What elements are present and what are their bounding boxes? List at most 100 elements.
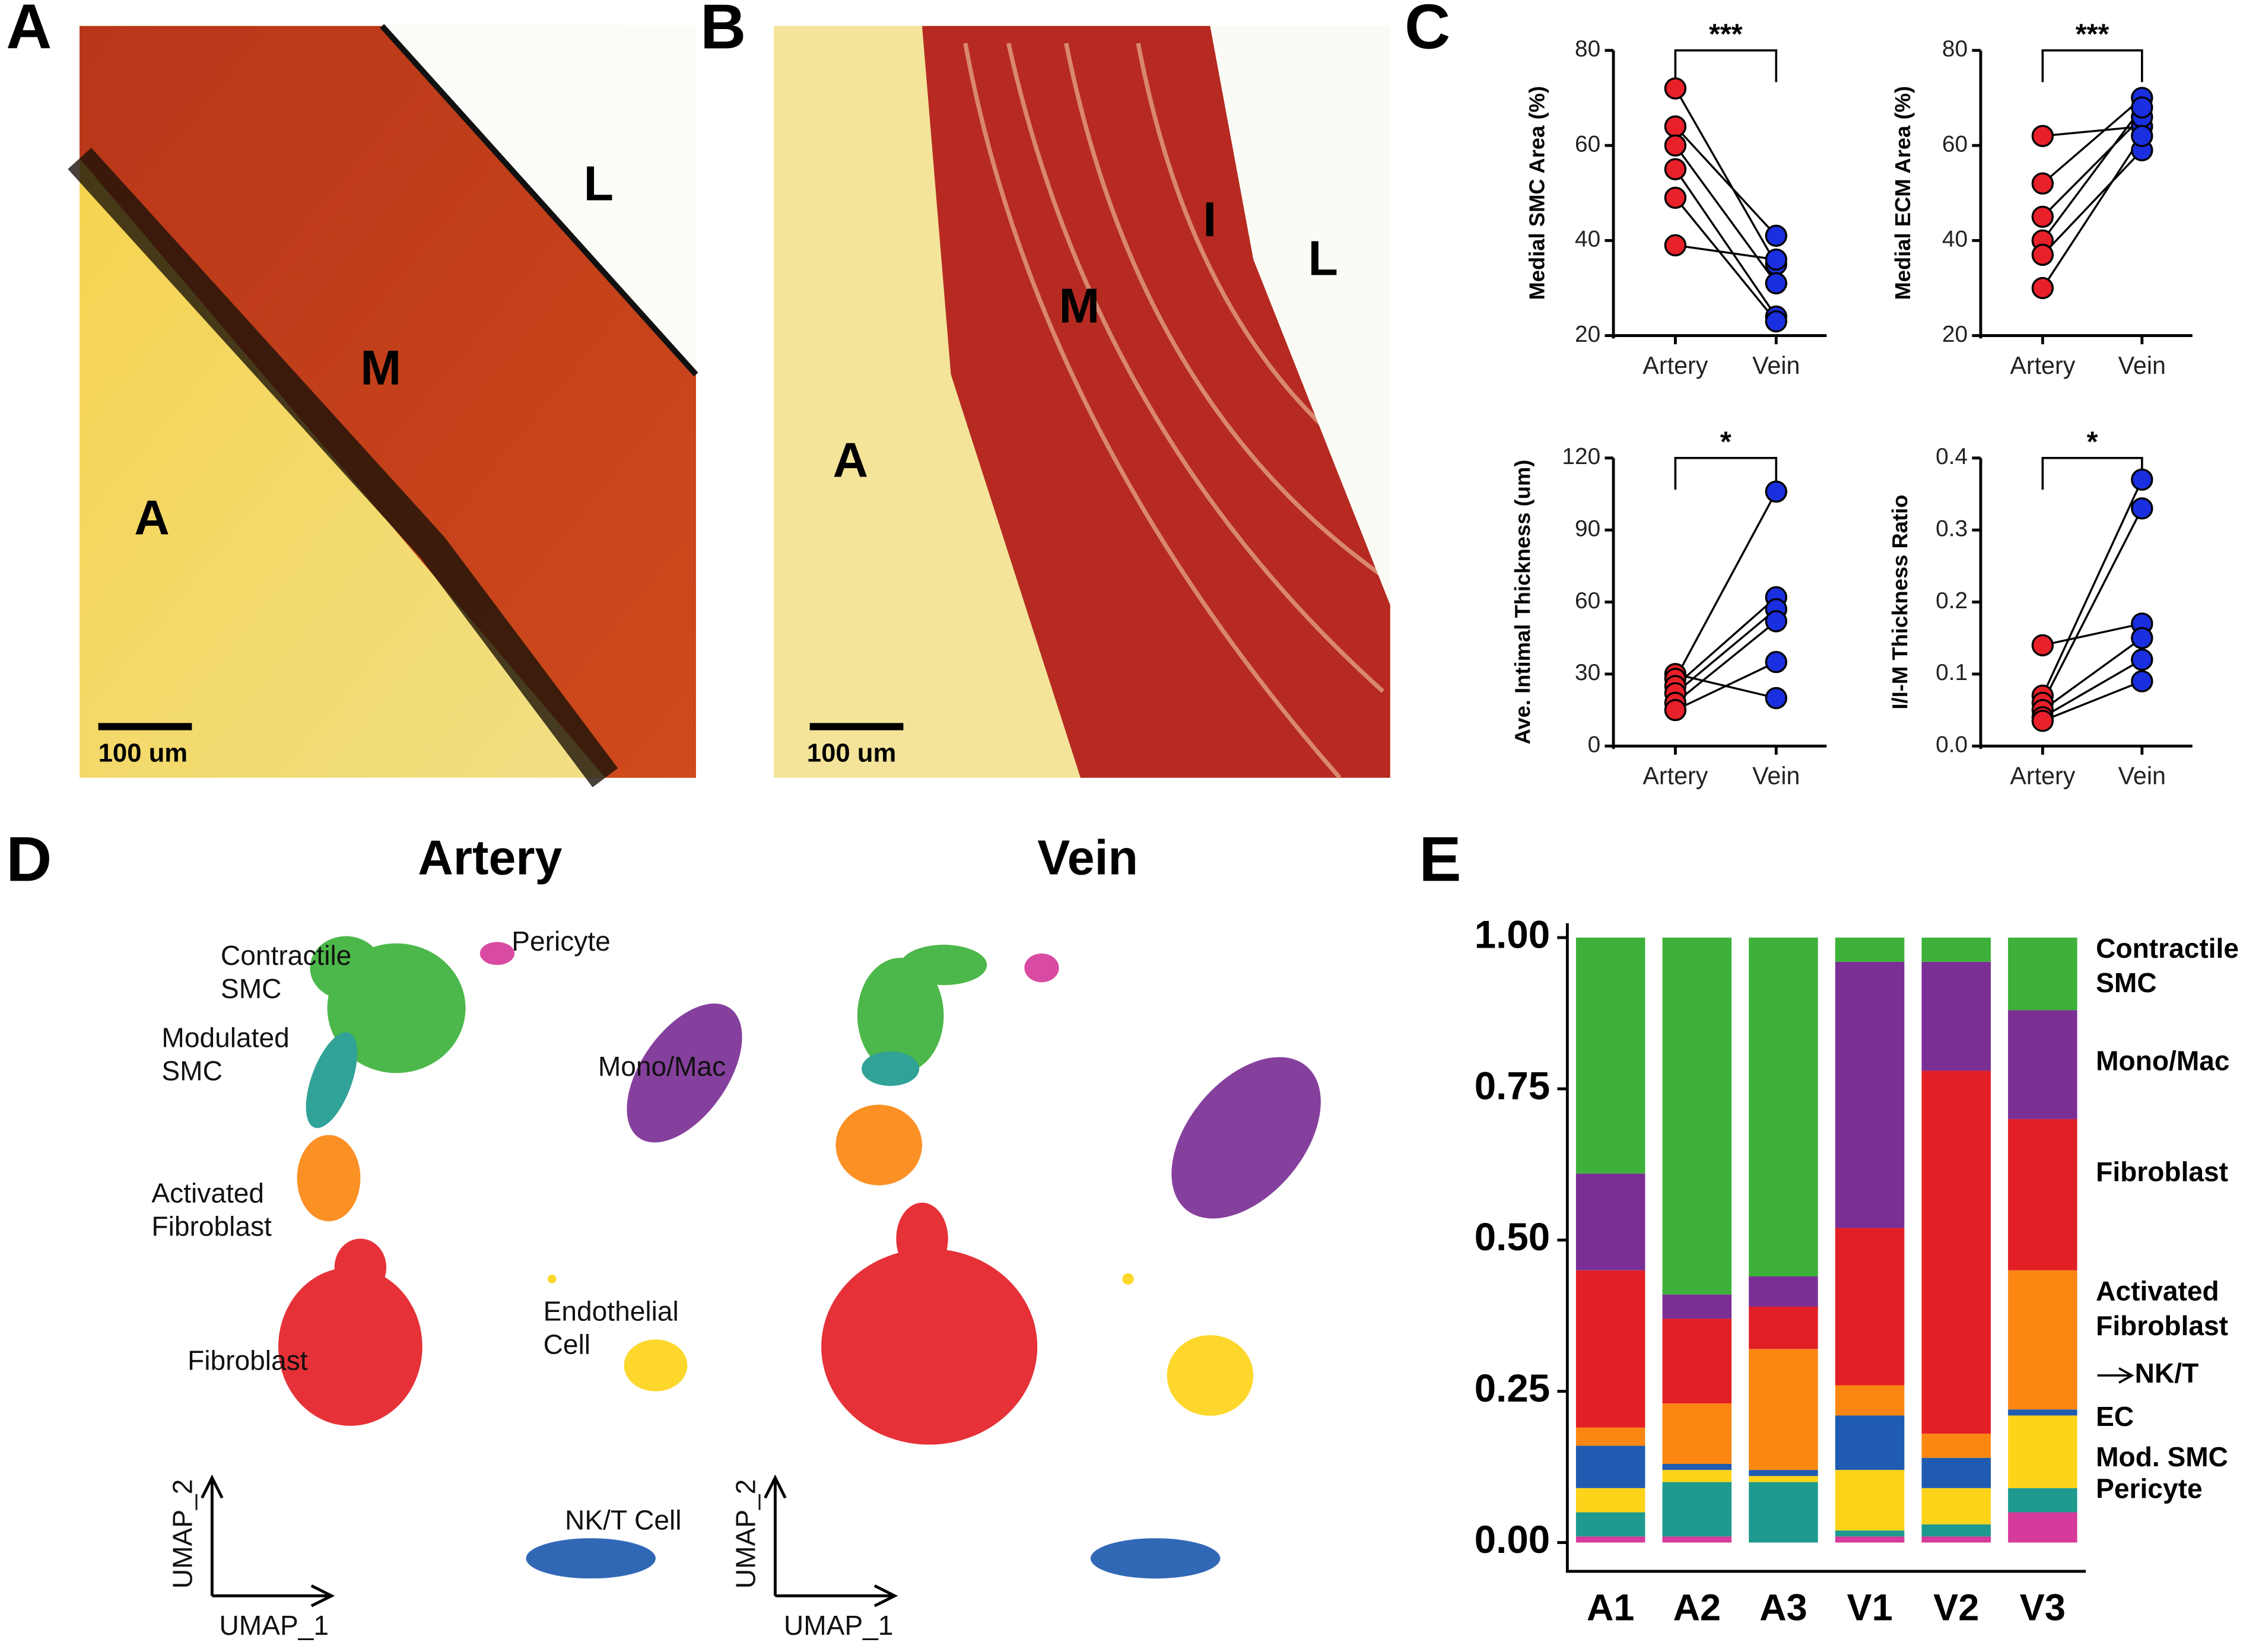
dot	[2031, 243, 2054, 266]
bar-segment	[1575, 1427, 1645, 1446]
y-tick-label: 80	[1575, 36, 1600, 62]
cluster-label: Endothelial Cell	[544, 1296, 687, 1360]
dot	[2131, 627, 2153, 649]
significance-bracket	[1674, 457, 1778, 490]
text-line: Activated	[2096, 1276, 2226, 1307]
umap-axis-label: UMAP_2	[167, 1479, 198, 1589]
legend-label: Fibroblast	[2096, 1156, 2228, 1187]
dot	[2031, 172, 2054, 195]
dot	[2131, 468, 2153, 491]
scale-bar-label: 100 um	[807, 738, 897, 767]
region-label: A	[833, 433, 868, 487]
legend-label: Pericyte	[2096, 1473, 2202, 1504]
y-tick-label: 80	[1942, 36, 1968, 62]
bar-segment	[1662, 1470, 1732, 1482]
bar-segment	[2008, 1488, 2077, 1513]
axis	[1612, 50, 1827, 339]
text-line: Contractile	[221, 940, 359, 971]
y-tick-label: 60	[1575, 131, 1600, 157]
dot	[1664, 115, 1687, 138]
bar-segment	[1662, 1464, 1732, 1470]
bar-segment	[2008, 1512, 2077, 1543]
umap-axis-label: UMAP_1	[219, 1610, 329, 1641]
dot	[2031, 205, 2054, 228]
bar-segment	[2008, 1270, 2077, 1410]
region-label: L	[584, 156, 614, 211]
significance: ***	[2076, 18, 2109, 50]
pair-line	[2042, 622, 2143, 647]
text-line: Activated	[151, 1178, 271, 1209]
x-tick-label: Vein	[1752, 352, 1800, 379]
text-line: SMC	[161, 1055, 222, 1086]
bar-segment	[1835, 961, 1905, 1228]
cluster-label: Fibroblast	[188, 1345, 308, 1375]
bar-segment	[1575, 1446, 1645, 1488]
pair-line	[2042, 659, 2143, 719]
y-tick-label: 0	[1588, 732, 1601, 758]
dot	[2031, 710, 2054, 732]
pair-line	[2042, 637, 2143, 711]
axis	[1979, 50, 2193, 339]
panel-label: B	[700, 0, 746, 62]
y-tick-label: 0.00	[1475, 1518, 1551, 1561]
umap-title: Vein	[1037, 830, 1138, 885]
y-tick-label: 120	[1562, 444, 1600, 469]
y-tick-label: 1.00	[1475, 913, 1551, 956]
cluster-label: Pericyte	[511, 926, 611, 957]
x-tick-label: Artery	[1642, 763, 1708, 790]
x-tick-label: V1	[1847, 1587, 1892, 1628]
bar-segment	[1662, 1536, 1732, 1543]
text-line: Fibroblast	[2096, 1310, 2228, 1341]
y-tick-label: 0.75	[1475, 1064, 1551, 1107]
scale-bar-label: 100 um	[99, 738, 188, 767]
bar-segment	[2008, 1409, 2077, 1416]
micrograph-a	[68, 24, 698, 787]
region-label: M	[1059, 279, 1100, 333]
dot	[2131, 670, 2153, 692]
pair-line	[1675, 145, 1777, 284]
text-line: Endothelial	[544, 1296, 687, 1327]
y-tick-label: 40	[1575, 227, 1600, 252]
bar-segment	[1921, 938, 1991, 962]
text-line: Modulated	[161, 1022, 297, 1053]
dot	[1664, 158, 1687, 180]
bar-segment	[1749, 1470, 1818, 1476]
bar-segment	[1749, 1349, 1818, 1470]
text-line: Contractile	[2096, 933, 2247, 964]
bar-segment	[1835, 1530, 1905, 1537]
umap-axis-label: UMAP_1	[784, 1610, 894, 1641]
y-tick-label: 90	[1575, 516, 1600, 541]
dot	[1664, 234, 1687, 257]
dot	[2131, 125, 2153, 147]
dot	[1765, 610, 1788, 633]
x-tick-label: A1	[1587, 1587, 1635, 1628]
region-label: A	[134, 490, 170, 545]
y-tick-label: 40	[1942, 227, 1968, 252]
bar-segment	[2008, 938, 2077, 1011]
legend-label: EC	[2096, 1401, 2134, 1432]
x-tick-label: A3	[1759, 1587, 1807, 1628]
dot	[1664, 186, 1687, 209]
pair-line	[2041, 479, 2143, 697]
bar-segment	[1575, 938, 1645, 1174]
axis	[1612, 458, 1827, 749]
micrograph-b	[773, 26, 1390, 780]
pair-line	[1675, 125, 1777, 237]
bar-segment	[1835, 1385, 1905, 1416]
x-tick-label: Artery	[1642, 352, 1708, 379]
dot	[2131, 497, 2153, 520]
y-tick-label: 0.1	[1936, 660, 1968, 685]
region-label: I	[1203, 192, 1216, 247]
dot	[2131, 648, 2153, 671]
dot	[1664, 134, 1687, 157]
significance: *	[2087, 425, 2098, 458]
y-axis-label: Medial SMC Area (%)	[1524, 86, 1549, 300]
bar-segment	[1749, 1276, 1818, 1307]
bar-segment	[1575, 1536, 1645, 1543]
y-tick-label: 20	[1942, 322, 1968, 347]
bar-segment	[1662, 1294, 1732, 1319]
pair-line	[2041, 135, 2143, 289]
bar-segment	[1749, 938, 1818, 1276]
bar-segment	[2008, 1119, 2077, 1270]
